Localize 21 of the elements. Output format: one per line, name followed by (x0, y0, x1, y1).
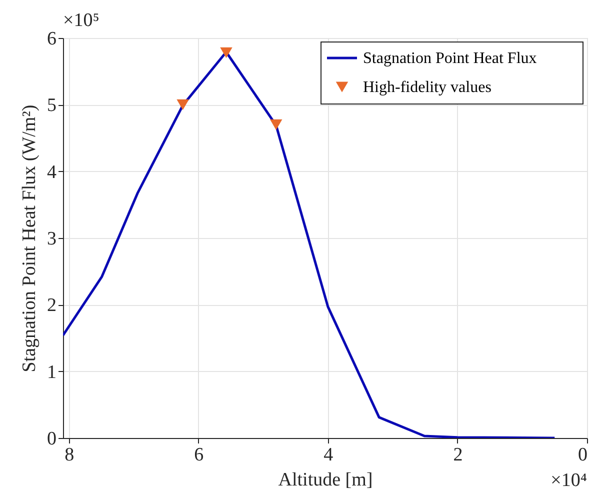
y-axis-title: Stagnation Point Heat Flux (W/m²) (19, 104, 40, 372)
x-tick-label: 4 (324, 444, 334, 466)
point (270, 119, 282, 130)
x-tick-label: 2 (453, 444, 463, 466)
text: ×10⁵ (63, 10, 100, 31)
x-tick-label: 6 (194, 444, 204, 466)
text: ×10⁴ (550, 470, 588, 491)
x-axis-title: Altitude [m] (278, 470, 373, 490)
y-tick-label: 3 (47, 228, 56, 250)
y-tick-label: 0 (47, 428, 56, 450)
y-tick-label: 6 (47, 28, 56, 50)
y-tick-label: 5 (47, 95, 56, 116)
point (220, 47, 232, 58)
legend-label: High-fidelity values (363, 79, 492, 96)
x-tick-label: 0 (578, 444, 588, 466)
legend-label: Stagnation Point Heat Flux (363, 50, 537, 67)
x-tick-label: 8 (64, 444, 74, 466)
y-tick-label: 2 (47, 295, 56, 316)
y-tick-label: 4 (47, 162, 57, 183)
point (176, 99, 189, 110)
y-tick-label: 1 (47, 362, 56, 383)
